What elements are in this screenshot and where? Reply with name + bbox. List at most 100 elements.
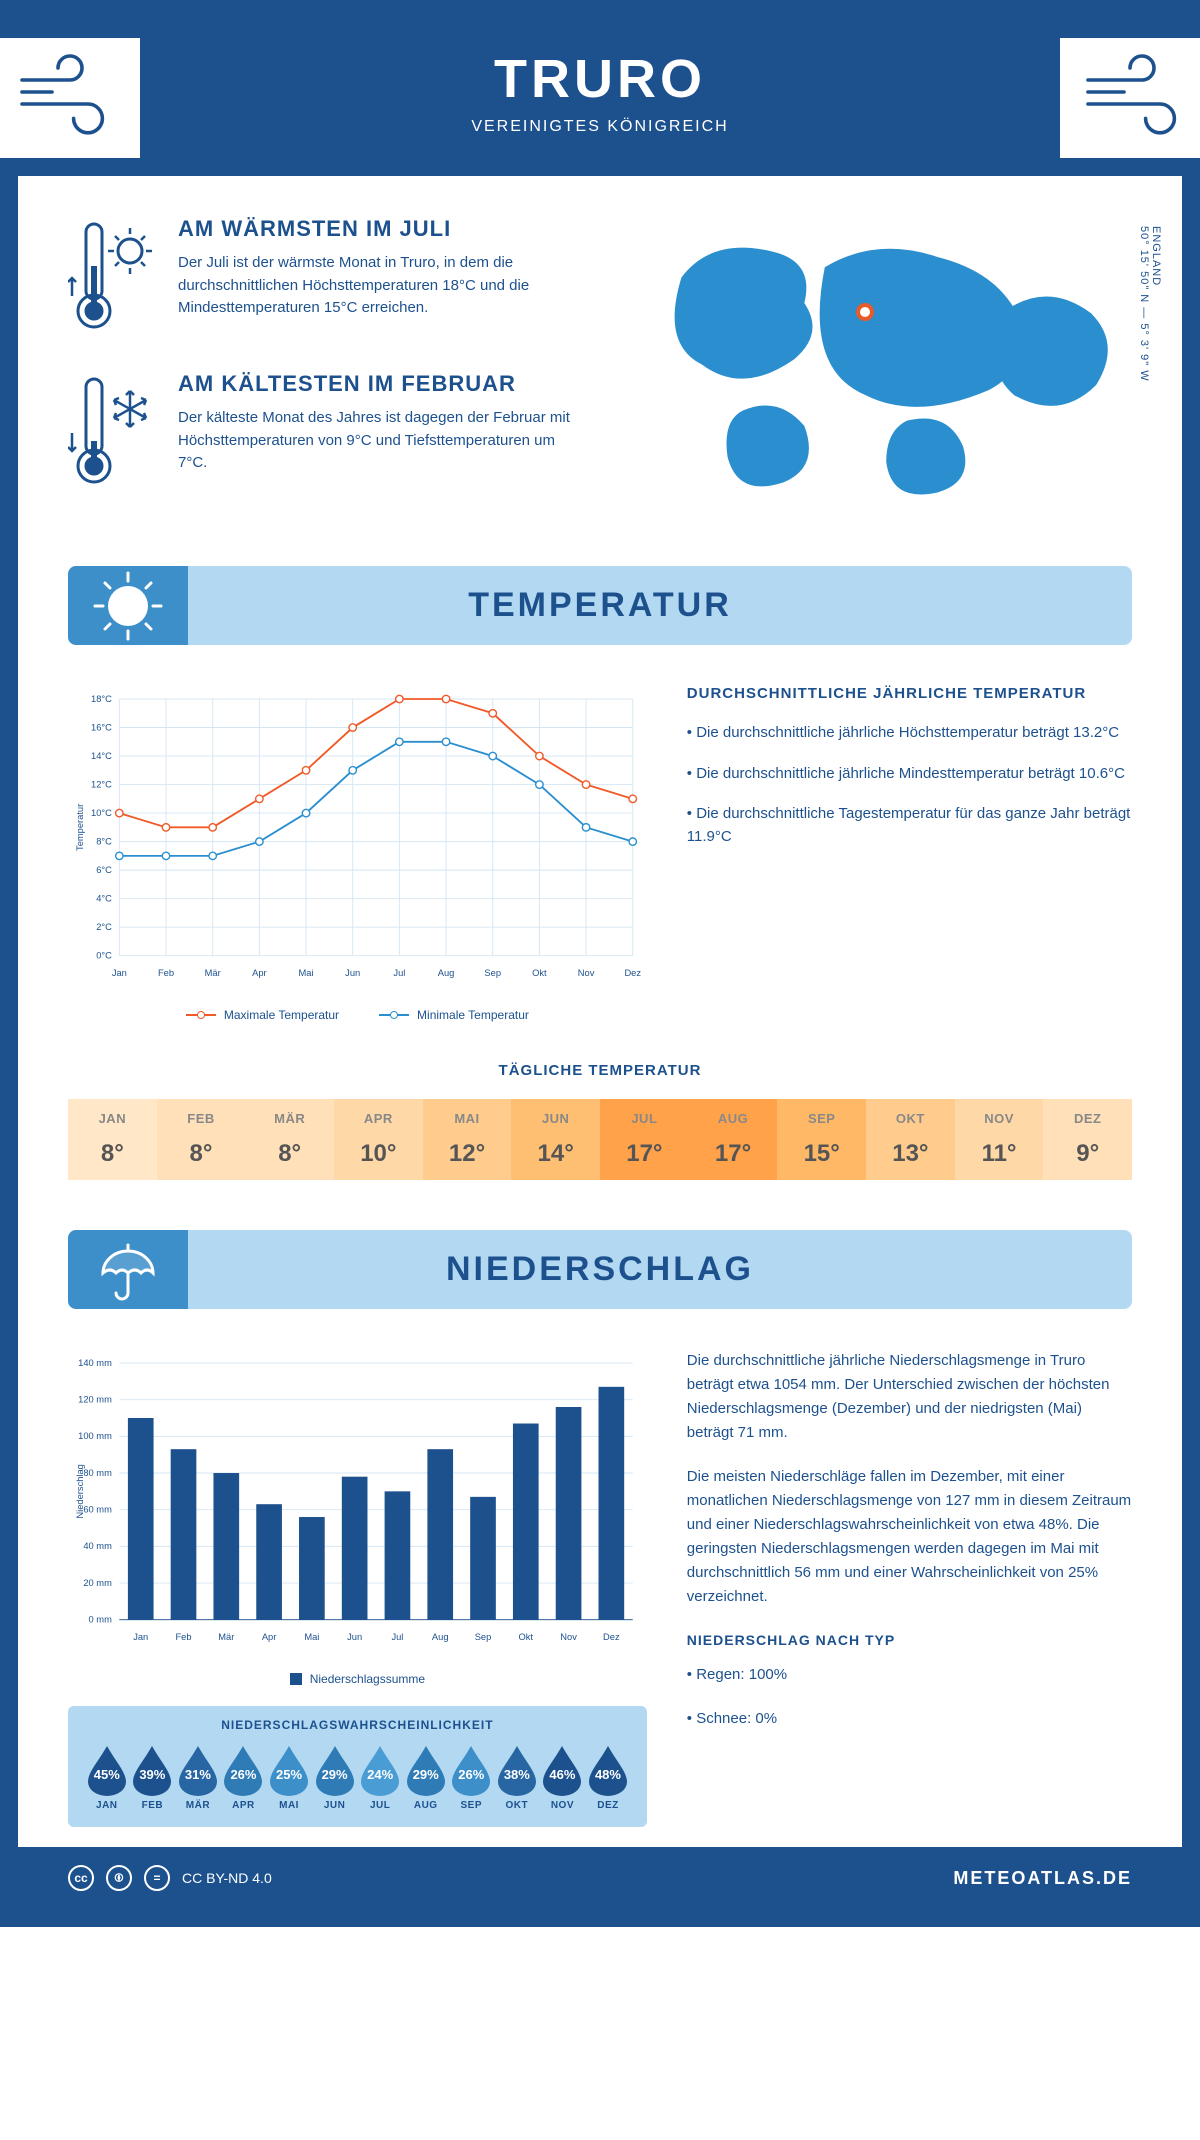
svg-text:10°C: 10°C	[91, 808, 112, 818]
svg-text:Mär: Mär	[205, 968, 221, 978]
rain-drop: 48% DEZ	[585, 1744, 631, 1811]
fact-cold-text: Der kälteste Monat des Jahres ist dagege…	[178, 407, 580, 475]
svg-text:140 mm: 140 mm	[78, 1358, 112, 1368]
temp-cell: JUN14°	[511, 1099, 600, 1180]
world-map: ENGLAND 50° 15' 50" N — 5° 3' 9" W	[620, 216, 1132, 526]
precipitation-bar-chart: 0 mm 20 mm 40 mm 60 mm 80 mm 100 mm 120 mm 140 …	[68, 1349, 647, 1686]
svg-text:Sep: Sep	[484, 968, 501, 978]
umbrella-icon	[68, 1230, 188, 1309]
coords-text: 50° 15' 50" N — 5° 3' 9" W	[1138, 226, 1150, 382]
svg-text:80 mm: 80 mm	[83, 1468, 112, 1478]
temp-bullet: • Die durchschnittliche jährliche Mindes…	[687, 763, 1132, 786]
svg-text:120 mm: 120 mm	[78, 1395, 112, 1405]
precip-p2: Die meisten Niederschläge fallen im Deze…	[687, 1465, 1132, 1609]
rain-drop: 29% AUG	[403, 1744, 449, 1811]
section-banner-precipitation: NIEDERSCHLAG	[68, 1230, 1132, 1309]
fact-warm-title: AM WÄRMSTEN IM JULI	[178, 216, 580, 242]
coords-region: ENGLAND	[1150, 226, 1162, 286]
svg-text:Jun: Jun	[347, 1632, 362, 1642]
precip-type-bullet: • Regen: 100%	[687, 1663, 1132, 1687]
temp-bullet: • Die durchschnittliche Tagestemperatur …	[687, 803, 1132, 848]
svg-text:Mai: Mai	[304, 1632, 319, 1642]
svg-text:Temperatur: Temperatur	[75, 804, 85, 851]
precip-type-heading: NIEDERSCHLAG NACH TYP	[687, 1629, 1132, 1651]
license-text: CC BY-ND 4.0	[182, 1870, 272, 1886]
svg-text:Dez: Dez	[624, 968, 641, 978]
svg-text:Jan: Jan	[112, 968, 127, 978]
temp-cell: OKT13°	[866, 1099, 955, 1180]
svg-text:0 mm: 0 mm	[89, 1615, 113, 1625]
fact-warm-text: Der Juli ist der wärmste Monat in Truro,…	[178, 252, 580, 320]
svg-text:Feb: Feb	[175, 1632, 191, 1642]
rain-drop: 25% MAI	[266, 1744, 312, 1811]
svg-text:8°C: 8°C	[96, 836, 112, 846]
header: TRURO VEREINIGTES KÖNIGREICH	[18, 18, 1182, 176]
svg-text:Aug: Aug	[432, 1632, 449, 1642]
svg-text:Dez: Dez	[603, 1632, 620, 1642]
section-title-precipitation: NIEDERSCHLAG	[68, 1250, 1132, 1289]
temp-bullet: • Die durchschnittliche jährliche Höchst…	[687, 722, 1132, 745]
map-marker	[856, 303, 874, 321]
section-banner-temperature: TEMPERATUR	[68, 566, 1132, 645]
svg-text:18°C: 18°C	[91, 694, 112, 704]
rain-drop: 24% JUL	[357, 1744, 403, 1811]
temp-cell: AUG17°	[689, 1099, 778, 1180]
svg-text:Apr: Apr	[252, 968, 267, 978]
svg-text:12°C: 12°C	[91, 779, 112, 789]
svg-text:4°C: 4°C	[96, 893, 112, 903]
legend-precip: Niederschlagssumme	[310, 1672, 425, 1686]
daily-temp-heading: TÄGLICHE TEMPERATUR	[68, 1062, 1132, 1079]
svg-text:Nov: Nov	[560, 1632, 577, 1642]
svg-text:Niederschlag: Niederschlag	[75, 1464, 85, 1518]
thermometer-snow-icon	[68, 371, 158, 496]
wind-icon-right	[1060, 38, 1200, 158]
temp-summary-heading: DURCHSCHNITTLICHE JÄHRLICHE TEMPERATUR	[687, 685, 1132, 702]
precipitation-probability-box: NIEDERSCHLAGSWAHRSCHEINLICHKEIT 45% JAN …	[68, 1706, 647, 1827]
legend-max: Maximale Temperatur	[224, 1008, 339, 1022]
fact-cold-title: AM KÄLTESTEN IM FEBRUAR	[178, 371, 580, 397]
cc-by-icon: 🅯	[106, 1865, 132, 1891]
svg-text:Jan: Jan	[133, 1632, 148, 1642]
svg-text:Okt: Okt	[532, 968, 547, 978]
svg-text:Aug: Aug	[438, 968, 455, 978]
svg-text:14°C: 14°C	[91, 751, 112, 761]
country-subtitle: VEREINIGTES KÖNIGREICH	[18, 118, 1182, 136]
svg-text:Sep: Sep	[475, 1632, 492, 1642]
rain-drop: 29% JUN	[312, 1744, 358, 1811]
svg-text:20 mm: 20 mm	[83, 1578, 112, 1588]
city-title: TRURO	[18, 48, 1182, 110]
rain-drop: 31% MÄR	[175, 1744, 221, 1811]
daily-temperature-table: TÄGLICHE TEMPERATUR JAN8°FEB8°MÄR8°APR10…	[68, 1062, 1132, 1180]
temp-cell: MÄR8°	[245, 1099, 334, 1180]
rain-drop: 39% FEB	[130, 1744, 176, 1811]
svg-text:0°C: 0°C	[96, 951, 112, 961]
legend-min: Minimale Temperatur	[417, 1008, 529, 1022]
svg-text:60 mm: 60 mm	[83, 1505, 112, 1515]
svg-text:16°C: 16°C	[91, 722, 112, 732]
svg-text:Nov: Nov	[578, 968, 595, 978]
svg-text:Jul: Jul	[391, 1632, 403, 1642]
rain-drop: 38% OKT	[494, 1744, 540, 1811]
footer: cc 🅯 = CC BY-ND 4.0 METEOATLAS.DE	[18, 1847, 1182, 1909]
intro-section: AM WÄRMSTEN IM JULI Der Juli ist der wär…	[68, 216, 1132, 526]
svg-text:Okt: Okt	[519, 1632, 534, 1642]
svg-text:Apr: Apr	[262, 1632, 277, 1642]
section-title-temperature: TEMPERATUR	[68, 586, 1132, 625]
svg-text:Jun: Jun	[345, 968, 360, 978]
rain-drop: 26% APR	[221, 1744, 267, 1811]
cc-icon: cc	[68, 1865, 94, 1891]
site-name: METEOATLAS.DE	[953, 1868, 1132, 1889]
infographic-frame: TRURO VEREINIGTES KÖNIGREICH AM WÄRMSTEN…	[0, 0, 1200, 1927]
svg-text:Mai: Mai	[299, 968, 314, 978]
temp-cell: FEB8°	[157, 1099, 246, 1180]
temp-cell: JAN8°	[68, 1099, 157, 1180]
temperature-summary: DURCHSCHNITTLICHE JÄHRLICHE TEMPERATUR •…	[687, 685, 1132, 1022]
svg-text:Jul: Jul	[393, 968, 405, 978]
svg-text:Feb: Feb	[158, 968, 174, 978]
svg-text:40 mm: 40 mm	[83, 1541, 112, 1551]
temp-cell: DEZ9°	[1043, 1099, 1132, 1180]
rain-drop: 26% SEP	[449, 1744, 495, 1811]
rain-drop: 45% JAN	[84, 1744, 130, 1811]
svg-text:100 mm: 100 mm	[78, 1431, 112, 1441]
temp-cell: SEP15°	[777, 1099, 866, 1180]
